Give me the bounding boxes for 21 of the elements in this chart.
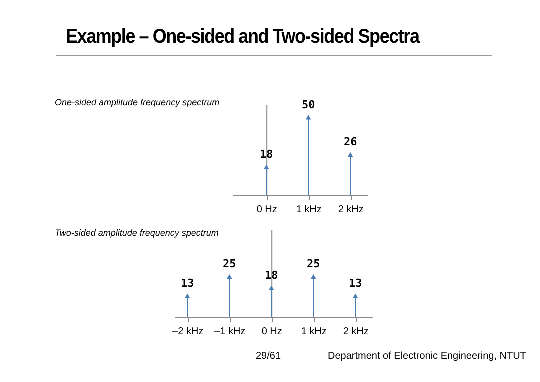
x-tick-label: 0 Hz <box>256 204 278 216</box>
text: Department of Electronic Engineering, NTUT <box>328 351 526 362</box>
data-label: 13 <box>180 277 194 290</box>
data-label: 25 <box>306 258 320 271</box>
text: 29/61 <box>256 351 282 362</box>
data-label: 50 <box>302 98 316 112</box>
data-label: 18 <box>260 148 274 162</box>
chart-title: Two-sided amplitude frequency spectrum <box>55 228 220 238</box>
data-label: 18 <box>264 269 278 282</box>
x-tick-label: 1 kHz <box>301 326 327 338</box>
x-tick-label: –1 kHz <box>214 326 246 338</box>
x-tick-label: 0 Hz <box>262 326 282 338</box>
chart-title: Example – One-sided and Two-sided Spectra <box>66 26 420 49</box>
x-tick-label: 2 kHz <box>338 204 364 216</box>
data-label: 13 <box>348 277 362 290</box>
x-tick-label: 2 kHz <box>343 326 369 338</box>
data-label: 26 <box>344 136 358 149</box>
x-tick-label: –2 kHz <box>172 326 204 338</box>
data-label: 25 <box>222 258 236 271</box>
x-tick-label: 1 kHz <box>296 204 322 216</box>
text: One-sided amplitude frequency spectrum <box>55 97 220 108</box>
